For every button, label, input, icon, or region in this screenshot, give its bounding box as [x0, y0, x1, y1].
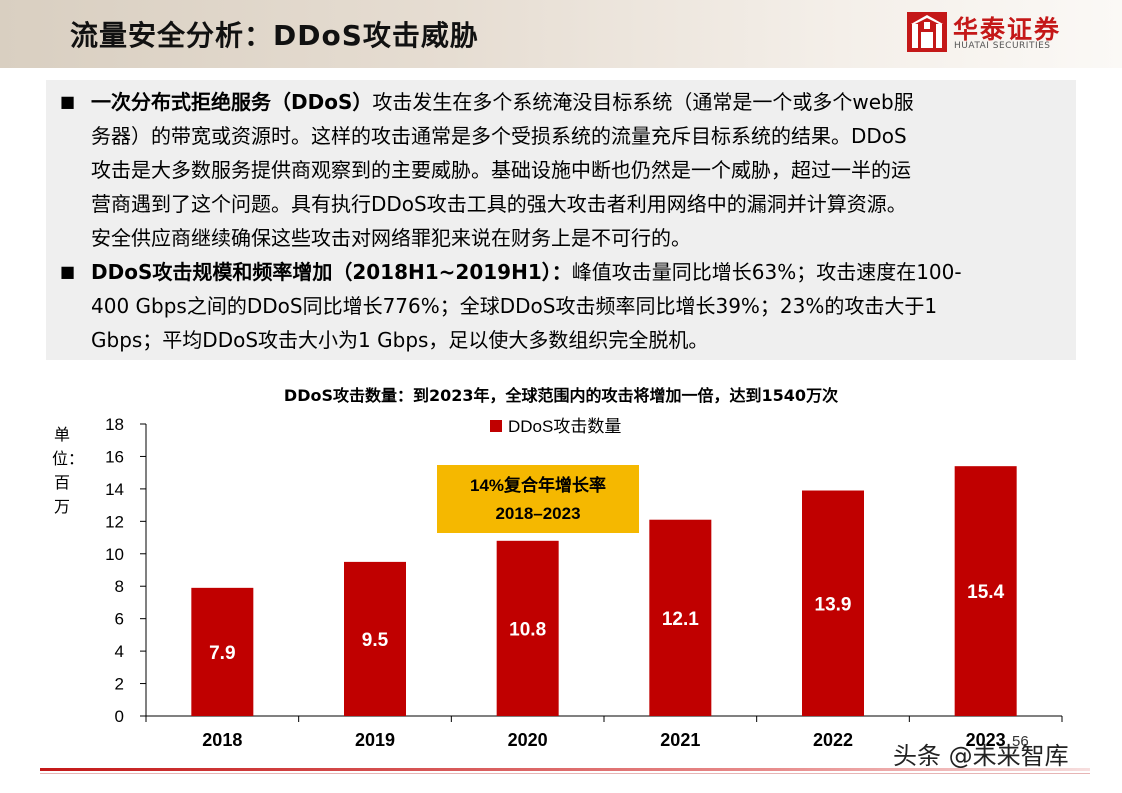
bullet-square-icon: ■: [60, 92, 76, 111]
y-tick-label: 6: [115, 610, 124, 629]
y-tick-label: 10: [105, 545, 124, 564]
y-tick-label: 8: [115, 577, 124, 596]
bullet-1-line-4: 营商遇到了这个问题。具有执行DDoS攻击工具的强大攻击者利用网络中的漏洞并计算资…: [91, 192, 907, 216]
bar-2022: [802, 490, 864, 716]
cagr-annotation-box: [437, 465, 639, 533]
bullet-2-lead: DDoS攻击规模和频率增加（2018H1~2019H1）：: [91, 260, 572, 284]
bullet-2-line-2: 400 Gbps之间的DDoS同比增长776%；全球DDoS攻击频率同比增长39…: [91, 294, 938, 318]
x-tick-label-2020: 2020: [508, 730, 548, 750]
data-label-2019: 9.5: [362, 630, 389, 651]
bar-2020: [496, 540, 559, 716]
bullet-2-line-1: 峰值攻击量同比增长63%；攻击速度在100-: [571, 260, 962, 284]
company-logo: 华泰证券 HUATAI SECURITIES: [907, 12, 1097, 58]
y-tick-label: 14: [105, 480, 124, 499]
data-label-2021: 12.1: [662, 609, 699, 630]
y-tick-label: 18: [105, 415, 124, 434]
data-label-2018: 7.9: [209, 643, 235, 664]
chart-title: DDoS攻击数量：到2023年，全球范围内的攻击将增加一倍，达到1540万次: [283, 386, 839, 405]
x-tick-label-2021: 2021: [660, 730, 700, 750]
ddos-bar-chart: 0 2 4 6 8 10 12 14 16 18 7.9 2018 9.5 2019 10.8 2020 12.…: [105, 415, 1063, 750]
bullet-1-line-5: 安全供应商继续确保这些攻击对网络罪犯来说在财务上是不可行的。: [91, 226, 691, 250]
source-watermark: 头条 @未来智库: [893, 742, 1069, 770]
data-label-2023: 15.4: [967, 582, 1004, 603]
y-tick-label: 4: [115, 642, 124, 661]
legend-label: DDoS攻击数量: [508, 417, 621, 436]
summary-text-box: ■ 一次分布式拒绝服务（DDoS）攻击发生在多个系统淹没目标系统（通常是一个或多…: [46, 80, 1076, 360]
bullet-1-line-3: 攻击是大多数服务提供商观察到的主要威胁。基础设施中断也仍然是一个威胁，超过一半的…: [91, 158, 911, 182]
y-tick-label: 16: [105, 447, 124, 466]
bar-2023: [954, 466, 1017, 716]
data-label-2020: 10.8: [509, 619, 546, 640]
bullet-paragraph-2: DDoS攻击规模和频率增加（2018H1~2019H1）：峰值攻击量同比增长63…: [91, 255, 1056, 357]
bullet-2-line-3: Gbps；平均DDoS攻击大小为1 Gbps，足以使大多数组织完全脱机。: [91, 328, 709, 352]
huatai-logo-icon: [907, 12, 947, 52]
bullet-square-icon: ■: [60, 262, 76, 281]
y-tick-label: 2: [115, 675, 124, 694]
cagr-annotation-line-2: 2018–2023: [495, 504, 580, 523]
bullet-1-lead: 一次分布式拒绝服务（DDoS）: [91, 90, 373, 114]
x-tick-label-2019: 2019: [355, 730, 395, 750]
logo-english-name: HUATAI SECURITIES: [954, 41, 1051, 51]
y-tick-label: 0: [115, 707, 124, 726]
data-label-2022: 13.9: [815, 594, 852, 615]
cagr-annotation-line-1: 14%复合年增长率: [470, 475, 606, 495]
bar-2021: [649, 519, 712, 716]
y-tick-label: 12: [105, 512, 124, 531]
footer-divider: [40, 768, 1090, 771]
bullet-paragraph-1: 一次分布式拒绝服务（DDoS）攻击发生在多个系统淹没目标系统（通常是一个或多个w…: [91, 85, 1056, 255]
x-tick-label-2023: 2023: [966, 730, 1006, 750]
bullet-1-line-1: 攻击发生在多个系统淹没目标系统（通常是一个或多个web服: [372, 90, 914, 114]
x-tick-label-2018: 2018: [202, 730, 242, 750]
footer-divider-thin: [40, 773, 1090, 774]
page-title: 流量安全分析：DDoS攻击威胁: [70, 19, 479, 52]
header-bar: 流量安全分析：DDoS攻击威胁 华泰证券 HUATAI SECURITIES: [0, 0, 1122, 68]
bar-2018: [191, 587, 254, 716]
bullet-1-line-2: 务器）的带宽或资源时。这样的攻击通常是多个受损系统的流量充斥目标系统的结果。DD…: [91, 124, 907, 148]
bar-2019: [344, 561, 406, 716]
legend-swatch: [490, 420, 502, 432]
x-tick-label-2022: 2022: [813, 730, 853, 750]
logo-chinese-name: 华泰证券: [953, 15, 1062, 44]
page-number: 56: [1012, 733, 1029, 750]
